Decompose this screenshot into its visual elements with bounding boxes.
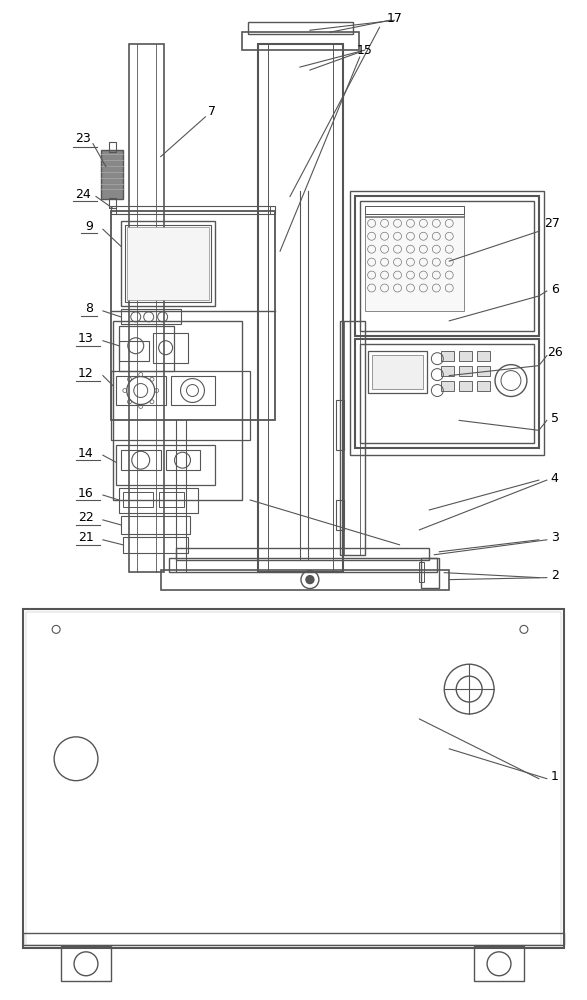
Bar bbox=[336, 500, 344, 530]
Text: 4: 4 bbox=[551, 472, 559, 485]
Text: 2: 2 bbox=[551, 569, 559, 582]
Bar bbox=[477, 366, 490, 376]
Text: 3: 3 bbox=[551, 531, 559, 544]
Bar bbox=[153, 333, 187, 363]
Bar bbox=[121, 516, 191, 534]
Text: 22: 22 bbox=[78, 511, 94, 524]
Text: 9: 9 bbox=[85, 220, 93, 233]
Bar bbox=[23, 609, 564, 948]
Bar bbox=[123, 492, 153, 507]
Text: 7: 7 bbox=[208, 105, 217, 118]
Bar bbox=[26, 612, 561, 945]
Bar bbox=[459, 381, 472, 391]
Bar bbox=[166, 450, 200, 470]
Text: 24: 24 bbox=[75, 188, 91, 201]
Bar bbox=[161, 570, 449, 590]
Text: 26: 26 bbox=[547, 346, 562, 359]
Bar bbox=[119, 326, 174, 371]
Bar bbox=[125, 225, 211, 302]
Bar bbox=[474, 946, 524, 981]
Bar bbox=[121, 309, 181, 324]
Bar bbox=[365, 216, 464, 311]
Text: 6: 6 bbox=[551, 283, 559, 296]
Bar bbox=[365, 206, 464, 214]
Bar bbox=[459, 366, 472, 376]
Bar bbox=[109, 198, 116, 208]
Bar bbox=[360, 344, 534, 443]
Bar bbox=[123, 537, 187, 553]
Circle shape bbox=[306, 576, 314, 584]
Bar bbox=[121, 450, 161, 470]
Bar bbox=[365, 214, 464, 217]
Bar bbox=[119, 488, 198, 513]
Text: 16: 16 bbox=[78, 487, 94, 500]
Bar bbox=[111, 206, 275, 214]
Bar bbox=[355, 196, 539, 336]
Bar bbox=[116, 376, 166, 405]
Bar bbox=[168, 558, 437, 572]
Bar bbox=[421, 558, 439, 588]
Bar bbox=[171, 376, 215, 405]
Text: 23: 23 bbox=[75, 132, 91, 145]
Bar bbox=[129, 44, 164, 572]
Bar bbox=[355, 339, 539, 448]
Bar bbox=[477, 351, 490, 361]
Text: 14: 14 bbox=[78, 447, 94, 460]
Bar bbox=[109, 142, 116, 152]
Text: 15: 15 bbox=[357, 44, 373, 57]
Bar bbox=[441, 381, 454, 391]
Bar bbox=[459, 351, 472, 361]
Text: 21: 21 bbox=[78, 531, 94, 544]
Bar bbox=[248, 22, 353, 34]
Text: 5: 5 bbox=[551, 412, 559, 425]
Bar bbox=[419, 562, 424, 582]
Text: 8: 8 bbox=[85, 302, 93, 315]
Bar bbox=[111, 371, 250, 440]
Bar bbox=[360, 201, 534, 331]
Bar bbox=[477, 381, 490, 391]
Text: 1: 1 bbox=[551, 770, 559, 783]
Text: 13: 13 bbox=[78, 332, 94, 345]
Bar bbox=[350, 191, 544, 455]
Bar bbox=[119, 341, 149, 361]
Text: 27: 27 bbox=[544, 217, 560, 230]
Text: 12: 12 bbox=[78, 367, 94, 380]
Bar bbox=[372, 355, 423, 389]
Bar bbox=[441, 366, 454, 376]
Bar bbox=[116, 445, 215, 485]
Bar bbox=[127, 227, 210, 300]
Bar bbox=[340, 321, 365, 555]
Bar bbox=[158, 492, 184, 507]
Bar bbox=[176, 548, 429, 560]
Bar bbox=[121, 221, 215, 306]
Bar bbox=[367, 351, 427, 393]
Text: 17: 17 bbox=[387, 12, 403, 25]
Bar bbox=[111, 211, 275, 420]
Bar bbox=[61, 946, 111, 981]
Bar bbox=[242, 32, 359, 50]
Bar bbox=[101, 150, 123, 199]
Bar bbox=[113, 321, 242, 500]
Bar bbox=[336, 400, 344, 450]
Bar bbox=[258, 44, 343, 572]
Bar bbox=[23, 933, 564, 945]
Bar bbox=[441, 351, 454, 361]
